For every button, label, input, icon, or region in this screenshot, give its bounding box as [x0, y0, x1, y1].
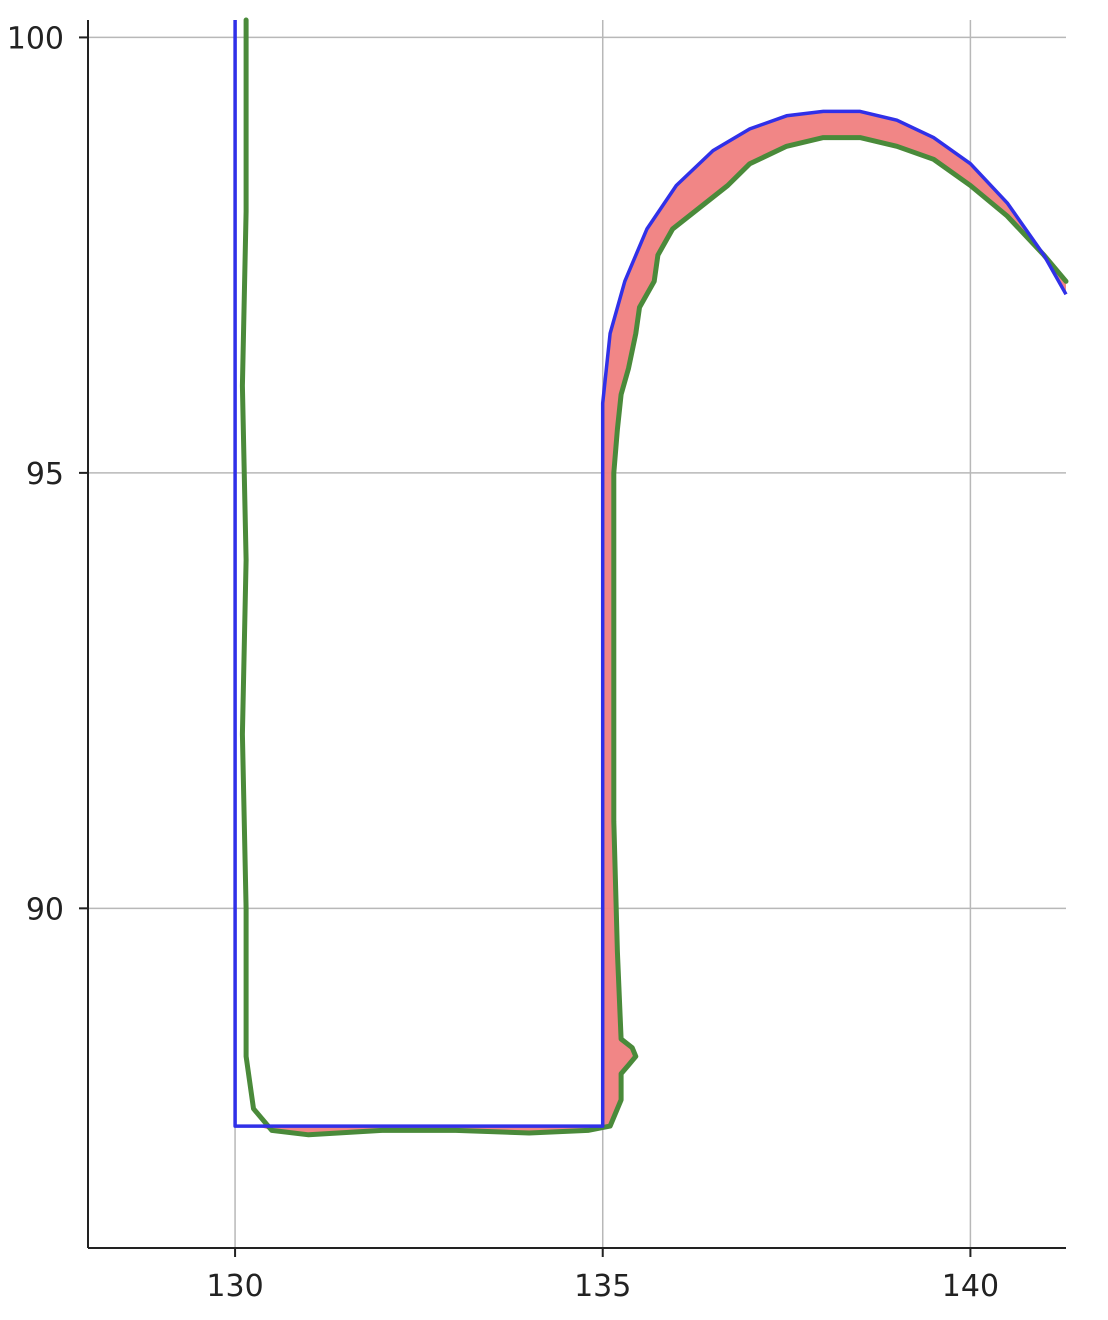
measured-contour-line — [242, 20, 1066, 1135]
axes — [79, 20, 1066, 1257]
x-tick-label: 130 — [206, 1269, 263, 1304]
error-fill-area — [257, 111, 1066, 1134]
reference-outline-line — [235, 20, 1066, 1126]
series-lines — [235, 20, 1066, 1135]
x-tick-label: 140 — [942, 1269, 999, 1304]
y-tick-label: 90 — [26, 892, 64, 927]
tick-labels: 130 135 140 90 95 100 — [7, 21, 999, 1304]
y-tick-label: 100 — [7, 21, 64, 56]
y-tick-label: 95 — [26, 457, 64, 492]
x-tick-label: 135 — [574, 1269, 631, 1304]
error-fill — [257, 111, 1066, 1134]
